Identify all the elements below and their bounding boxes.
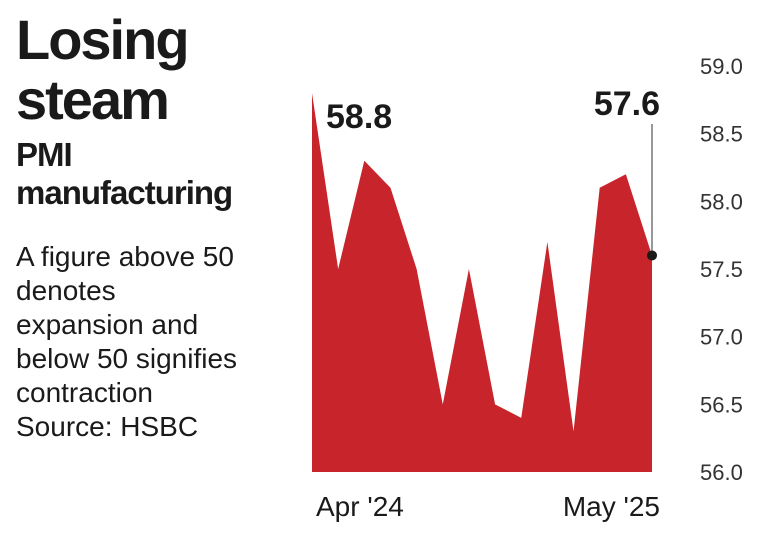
chart-title: Losing steam xyxy=(16,8,190,131)
text-panel: Losing steam PMI manufacturing A figure … xyxy=(16,10,276,444)
value-label: 57.6 xyxy=(594,85,660,123)
y-tick-label: 58.5 xyxy=(700,122,743,147)
y-tick-label: 57.0 xyxy=(700,325,743,350)
y-tick-label: 56.0 xyxy=(700,460,743,485)
note: A figure above 50 denotes expansion and … xyxy=(16,241,238,408)
value-label: 58.8 xyxy=(326,98,392,136)
x-tick-label: May '25 xyxy=(563,491,660,522)
y-tick-label: 58.0 xyxy=(700,189,743,214)
x-tick-label: Apr '24 xyxy=(316,491,404,522)
point xyxy=(647,250,657,261)
chart-subtitle: PMI manufacturing xyxy=(16,136,233,211)
y-tick-label: 57.5 xyxy=(700,257,743,282)
y-tick-label: 59.0 xyxy=(700,54,743,79)
area xyxy=(312,93,652,473)
source: Source: HSBC xyxy=(16,411,199,442)
y-tick-label: 56.5 xyxy=(700,392,743,417)
